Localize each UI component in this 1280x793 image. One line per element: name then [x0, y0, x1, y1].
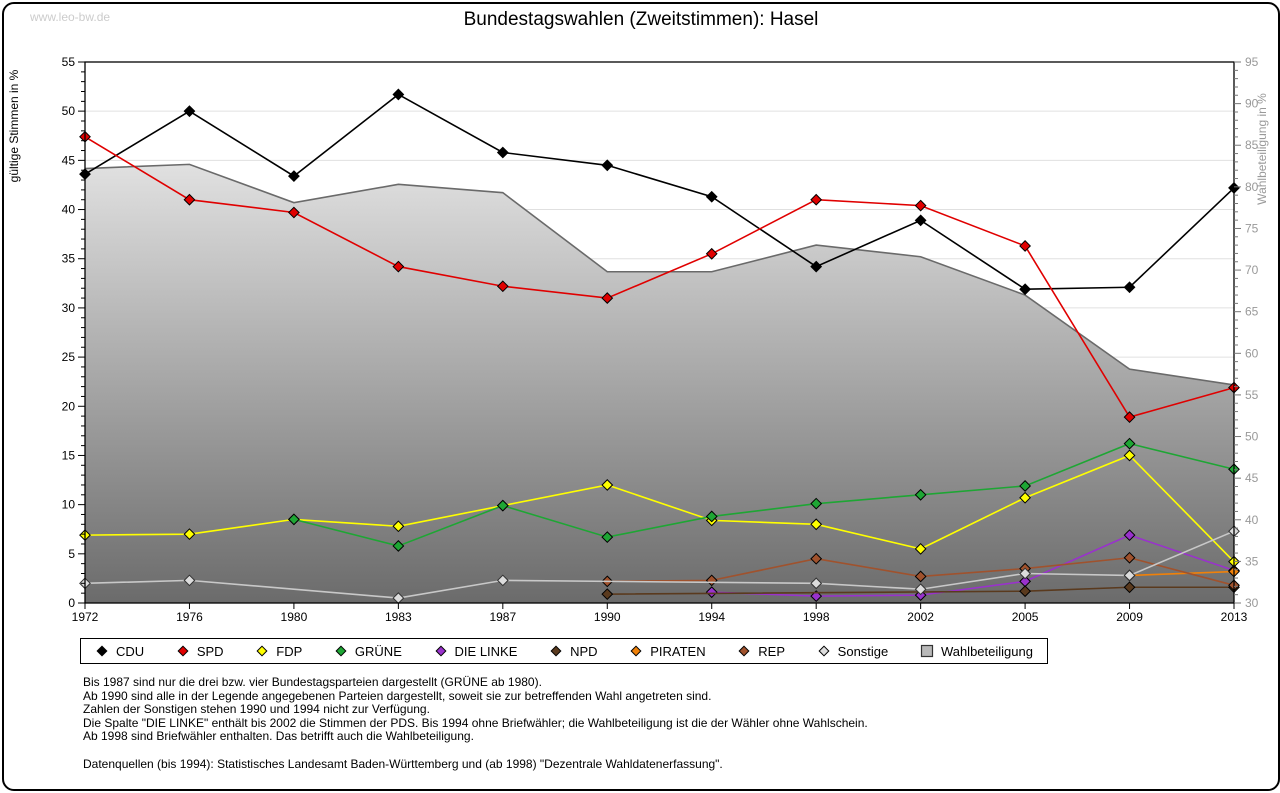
legend-item-die-linke: DIE LINKE	[434, 643, 518, 659]
svg-text:45: 45	[1245, 471, 1259, 485]
svg-text:95: 95	[1245, 55, 1259, 69]
legend-marker-icon	[256, 645, 268, 657]
legend-marker-icon	[96, 645, 108, 657]
svg-text:30: 30	[1245, 596, 1259, 610]
svg-text:1980: 1980	[281, 610, 308, 624]
footnote-line: Zahlen der Sonstigen stehen 1990 und 199…	[83, 702, 430, 717]
svg-text:2013: 2013	[1221, 610, 1248, 624]
legend-marker-icon	[335, 645, 347, 657]
svg-text:5: 5	[68, 547, 75, 561]
legend-label: REP	[758, 643, 785, 659]
legend-marker-icon	[920, 644, 934, 658]
legend-label: DIE LINKE	[454, 643, 518, 659]
legend-label: GRÜNE	[354, 643, 402, 659]
legend-label: NPD	[570, 643, 598, 659]
legend-item-npd: NPD	[549, 643, 598, 659]
legend-marker-icon	[738, 645, 750, 657]
legend-marker-icon	[550, 645, 562, 657]
legend-label: FDP	[276, 643, 303, 659]
legend-item-grüne: GRÜNE	[334, 644, 402, 659]
footnote-line: Ab 1990 sind alle in der Legende angegeb…	[83, 688, 712, 703]
legend-marker-icon	[630, 645, 642, 657]
svg-text:40: 40	[1245, 513, 1259, 527]
legend-item-spd: SPD	[176, 644, 224, 659]
svg-text:1998: 1998	[803, 610, 830, 624]
svg-text:50: 50	[1245, 430, 1259, 444]
svg-text:2002: 2002	[907, 610, 934, 624]
chart-legend: CDU SPD FDP GRÜNE DIE LINKE NPD PIRATEN REP Sons…	[80, 638, 1048, 664]
svg-text:35: 35	[1245, 554, 1259, 568]
svg-text:90: 90	[1245, 97, 1259, 111]
svg-text:0: 0	[68, 596, 75, 610]
svg-text:80: 80	[1245, 180, 1259, 194]
svg-text:1990: 1990	[594, 610, 621, 624]
footnotes: Bis 1987 sind nur die drei bzw. vier Bun…	[83, 675, 868, 772]
svg-text:55: 55	[1245, 388, 1259, 402]
svg-text:55: 55	[62, 55, 76, 69]
svg-text:1976: 1976	[176, 610, 203, 624]
svg-text:50: 50	[62, 104, 76, 118]
svg-text:85: 85	[1245, 138, 1259, 152]
legend-marker-icon	[435, 645, 447, 657]
legend-label: CDU	[116, 643, 145, 659]
legend-marker-icon	[818, 645, 830, 657]
svg-text:30: 30	[62, 301, 76, 315]
svg-text:40: 40	[62, 203, 76, 217]
legend-label: SPD	[196, 643, 224, 659]
svg-text:Wahlbeteiligung in %: Wahlbeteiligung in %	[1255, 93, 1269, 205]
legend-item-rep: REP	[737, 644, 785, 659]
svg-text:1972: 1972	[72, 610, 99, 624]
svg-text:60: 60	[1245, 346, 1259, 360]
svg-text:45: 45	[62, 153, 76, 167]
legend-marker-icon	[177, 645, 189, 657]
footnote-line: Bis 1987 sind nur die drei bzw. vier Bun…	[83, 675, 542, 689]
watermark: www.leo-bw.de	[30, 10, 111, 24]
svg-text:1983: 1983	[385, 610, 412, 624]
legend-item-wahlbeteiligung: Wahlbeteiligung	[920, 644, 1033, 659]
svg-text:1994: 1994	[698, 610, 725, 624]
legend-label: PIRATEN	[650, 643, 706, 659]
election-chart: 0 5 10 15 20 25 30 35 40 45 50 55 30 35 40 45 50 55 60 65 70…	[4, 4, 1278, 634]
svg-text:75: 75	[1245, 221, 1259, 235]
data-source: Datenquellen (bis 1994): Statistisches L…	[83, 756, 723, 771]
footnote-line: Die Spalte "DIE LINKE" enthält bis 2002 …	[83, 715, 868, 730]
page-title: Bundestagswahlen (Zweitstimmen): Hasel	[463, 9, 819, 30]
legend-label: Sonstige	[837, 643, 889, 659]
legend-item-piraten: PIRATEN	[629, 643, 706, 659]
svg-text:25: 25	[62, 350, 76, 364]
svg-text:20: 20	[62, 399, 76, 413]
legend-item-fdp: FDP	[255, 644, 302, 659]
legend-item-cdu: CDU	[95, 644, 144, 659]
svg-text:15: 15	[62, 448, 76, 462]
legend-item-sonstige: Sonstige	[817, 643, 889, 659]
svg-text:2005: 2005	[1012, 610, 1039, 624]
chart-svg: 0 5 10 15 20 25 30 35 40 45 50 55 30 35 40 45 50 55 60 65 70…	[7, 55, 1269, 624]
svg-text:gültige Stimmen in %: gültige Stimmen in %	[7, 69, 21, 182]
svg-text:1987: 1987	[489, 610, 516, 624]
legend-label: Wahlbeteiligung	[940, 643, 1033, 659]
svg-text:70: 70	[1245, 263, 1259, 277]
svg-text:10: 10	[62, 498, 76, 512]
svg-text:35: 35	[62, 252, 76, 266]
svg-text:65: 65	[1245, 305, 1259, 319]
svg-text:2009: 2009	[1116, 610, 1143, 624]
footnote-line: Ab 1998 sind Briefwähler enthalten. Das …	[83, 729, 474, 744]
